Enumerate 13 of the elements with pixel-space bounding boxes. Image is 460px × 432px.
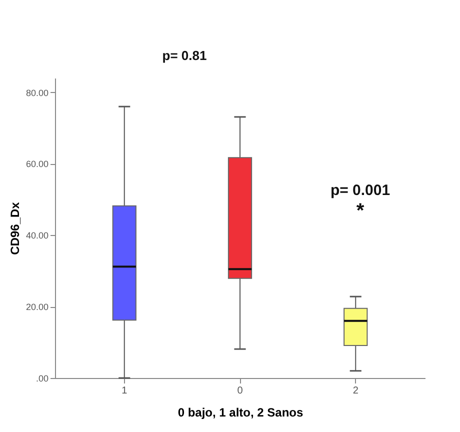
y-tick-label: 80.00 (26, 88, 48, 98)
annotation: * (356, 200, 364, 222)
x-tick-label: 1 (122, 386, 128, 396)
y-tick-label: 60.00 (26, 159, 48, 170)
y-tick-label: 20.00 (26, 302, 48, 312)
y-tick-label: .00 (36, 374, 48, 384)
annotation: p= 0.001 (330, 182, 390, 199)
text: p= 0.81 (162, 48, 207, 63)
y-axis-title: CD96_Dx (8, 202, 22, 255)
y-tick-label: 40.00 (26, 230, 48, 241)
x-tick-label: 0 (237, 386, 244, 396)
x-tick-label: 2 (352, 386, 359, 396)
x-axis-title: 0 bajo, 1 alto, 2 Sanos (178, 406, 304, 420)
